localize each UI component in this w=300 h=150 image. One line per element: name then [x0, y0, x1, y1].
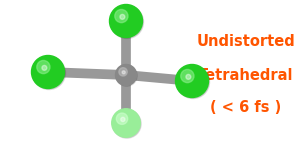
- Ellipse shape: [120, 14, 125, 19]
- Ellipse shape: [32, 57, 65, 90]
- Ellipse shape: [176, 64, 208, 98]
- Ellipse shape: [112, 110, 141, 138]
- Ellipse shape: [116, 64, 136, 86]
- Ellipse shape: [37, 60, 50, 74]
- Ellipse shape: [116, 65, 137, 86]
- Ellipse shape: [32, 56, 64, 88]
- Ellipse shape: [110, 4, 142, 38]
- Ellipse shape: [116, 113, 128, 124]
- Ellipse shape: [181, 69, 194, 83]
- Ellipse shape: [176, 66, 209, 99]
- Text: ( < 6 fs ): ( < 6 fs ): [210, 100, 282, 116]
- Ellipse shape: [186, 74, 191, 79]
- Ellipse shape: [121, 117, 125, 122]
- Ellipse shape: [119, 68, 127, 76]
- Ellipse shape: [112, 109, 140, 137]
- Ellipse shape: [122, 71, 125, 74]
- Text: Tetrahedral: Tetrahedral: [198, 68, 294, 82]
- Ellipse shape: [42, 65, 47, 70]
- Ellipse shape: [110, 6, 143, 39]
- Text: Undistorted: Undistorted: [196, 34, 296, 50]
- Ellipse shape: [115, 9, 128, 23]
